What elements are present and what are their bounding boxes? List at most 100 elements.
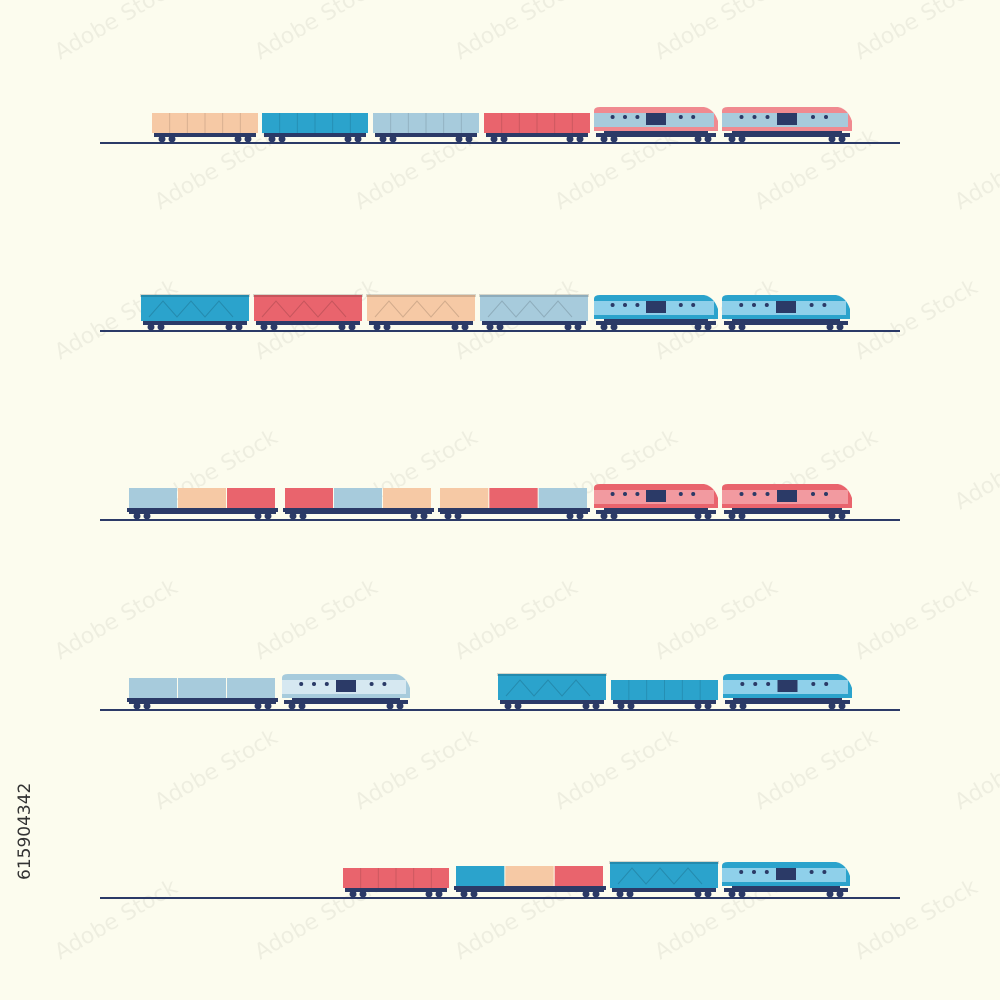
wheel <box>739 702 747 710</box>
wheel <box>704 323 712 331</box>
wheel <box>600 135 608 143</box>
chassis <box>613 700 716 704</box>
wheel <box>738 890 746 898</box>
trains <box>100 107 900 899</box>
wheel <box>470 890 478 898</box>
wheel <box>298 702 306 710</box>
chassis <box>369 321 473 325</box>
window <box>740 682 745 686</box>
wheel <box>133 702 141 710</box>
window <box>610 492 615 496</box>
window <box>764 303 769 307</box>
window <box>610 115 615 119</box>
chassis <box>596 510 716 514</box>
chassis <box>596 133 716 137</box>
wheel <box>566 512 574 520</box>
wheel <box>582 702 590 710</box>
container <box>285 488 333 508</box>
window <box>739 115 744 119</box>
wheel <box>514 702 522 710</box>
chassis <box>129 510 276 514</box>
wheel <box>574 323 582 331</box>
window <box>766 682 771 686</box>
wheel <box>838 512 846 520</box>
wheel <box>460 890 468 898</box>
chassis <box>486 133 588 137</box>
box-wagon <box>610 862 718 888</box>
wheel <box>278 135 286 143</box>
window <box>610 303 615 307</box>
wheel <box>828 702 836 710</box>
wheel <box>344 135 352 143</box>
container <box>227 488 275 508</box>
wheel <box>354 135 362 143</box>
wheel <box>454 512 462 520</box>
wheel <box>564 323 572 331</box>
window <box>623 492 627 496</box>
wheel <box>435 890 443 898</box>
chassis <box>456 888 604 892</box>
wheel <box>383 323 391 331</box>
container <box>178 488 226 508</box>
chassis <box>725 700 850 704</box>
wheel <box>396 702 404 710</box>
wheel <box>338 323 346 331</box>
brace <box>505 679 591 697</box>
vent <box>777 113 797 125</box>
window <box>824 115 828 119</box>
chassis <box>154 133 256 137</box>
wheel <box>289 512 297 520</box>
roof <box>140 294 250 297</box>
chassis <box>724 321 848 325</box>
brace <box>261 300 347 318</box>
wheel <box>826 890 834 898</box>
container <box>383 488 431 508</box>
brace <box>148 300 234 318</box>
window <box>623 115 627 119</box>
chassis <box>256 321 360 325</box>
wheel <box>386 702 394 710</box>
window <box>753 682 758 686</box>
wheel <box>157 323 165 331</box>
wheel <box>244 135 252 143</box>
wheel <box>260 323 268 331</box>
vent <box>646 301 666 313</box>
box-wagon <box>480 295 588 321</box>
wheel <box>704 702 712 710</box>
wheel <box>592 890 600 898</box>
wheel <box>694 702 702 710</box>
window <box>678 115 683 119</box>
wheel <box>576 512 584 520</box>
window <box>752 870 756 874</box>
window <box>765 115 770 119</box>
wheel <box>225 323 233 331</box>
open-wagon <box>484 113 590 133</box>
container <box>129 488 177 508</box>
window <box>382 682 387 686</box>
brace <box>374 300 460 318</box>
open-wagon <box>373 113 479 133</box>
wheel <box>610 135 618 143</box>
wheel <box>738 512 746 520</box>
roof <box>609 861 719 864</box>
wheel <box>728 890 736 898</box>
wheel <box>738 135 746 143</box>
vent <box>776 301 796 313</box>
window <box>752 492 757 496</box>
container <box>456 866 505 886</box>
wheel <box>610 512 618 520</box>
window <box>752 115 757 119</box>
wheel <box>349 890 357 898</box>
chassis <box>375 133 477 137</box>
wheel <box>254 512 262 520</box>
container <box>505 866 554 886</box>
wheel <box>264 702 272 710</box>
open-wagon <box>343 868 449 888</box>
chassis <box>482 321 586 325</box>
wheel <box>694 135 702 143</box>
chassis <box>500 700 604 704</box>
window <box>623 303 627 307</box>
wheel <box>425 890 433 898</box>
wheel <box>264 512 272 520</box>
window <box>809 870 814 874</box>
